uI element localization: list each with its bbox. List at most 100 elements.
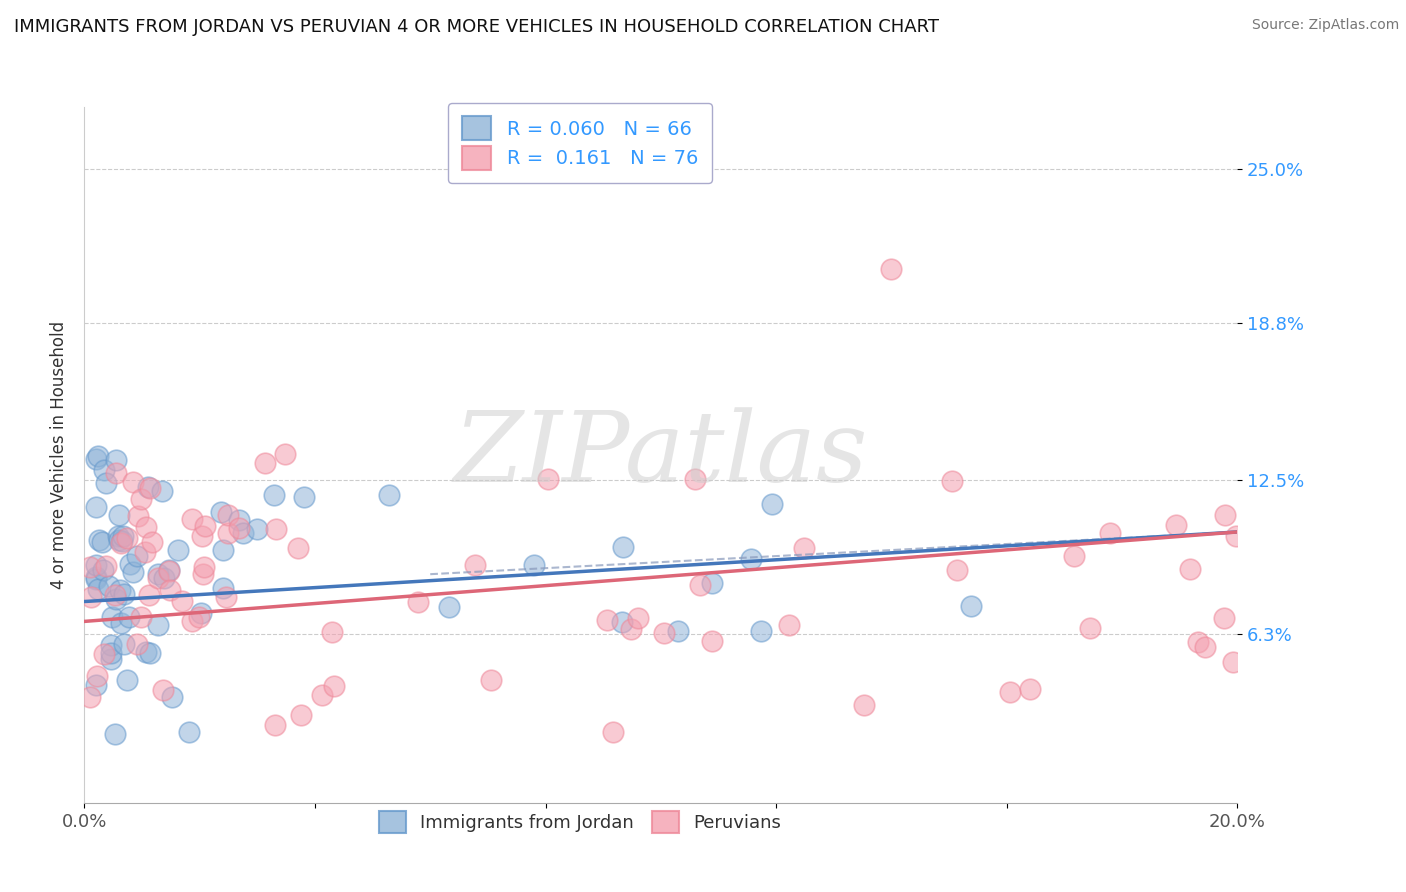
Point (93, 463, 115, 477)
Point (689, 577, 711, 591)
Point (751, 624, 773, 639)
Point (1019, 682, 1042, 697)
Point (1178, 562, 1201, 576)
Point (84, 451, 107, 466)
Point (209, 505, 232, 519)
Point (150, 483, 173, 498)
Point (100, 652, 122, 666)
Point (217, 525, 239, 540)
Point (93, 648, 115, 662)
Point (1225, 529, 1247, 543)
Point (1164, 518, 1187, 533)
Point (104, 727, 127, 741)
Point (152, 682, 174, 697)
Point (86, 668, 108, 682)
Point (84, 500, 107, 515)
Point (121, 475, 143, 490)
Point (135, 520, 157, 534)
Point (110, 536, 132, 550)
Point (141, 534, 163, 549)
Point (84, 569, 107, 583)
Point (100, 638, 122, 652)
Point (1213, 508, 1236, 523)
Point (129, 492, 152, 507)
Point (94, 476, 117, 491)
Point (114, 637, 136, 651)
Point (127, 549, 149, 564)
Point (602, 725, 624, 739)
Point (191, 529, 214, 543)
Point (274, 447, 297, 461)
Point (652, 626, 675, 640)
Point (778, 618, 800, 632)
Point (105, 591, 128, 606)
Point (86, 449, 108, 463)
Point (104, 467, 127, 481)
Point (683, 472, 706, 486)
Point (1213, 611, 1236, 625)
Point (157, 563, 180, 577)
Point (135, 645, 157, 659)
Point (180, 614, 202, 628)
Point (311, 689, 333, 703)
Point (167, 543, 190, 558)
Point (127, 509, 149, 524)
Point (287, 541, 309, 555)
Point (104, 588, 127, 602)
Point (112, 528, 135, 542)
Point (105, 452, 128, 467)
Point (793, 541, 815, 556)
Point (264, 718, 287, 732)
Point (101, 610, 124, 624)
Point (80, 590, 103, 604)
Point (117, 531, 139, 545)
Point (464, 558, 486, 572)
Point (852, 698, 875, 712)
Point (111, 533, 134, 548)
Point (153, 571, 176, 585)
Point (160, 690, 183, 705)
Point (228, 513, 250, 527)
Point (1063, 549, 1085, 563)
Point (118, 610, 141, 624)
Point (406, 595, 429, 609)
Point (179, 725, 201, 739)
Point (610, 615, 633, 629)
Point (138, 588, 160, 602)
Point (193, 566, 215, 581)
Point (148, 567, 170, 582)
Text: ZIPatlas: ZIPatlas (454, 408, 868, 502)
Point (946, 563, 969, 577)
Point (84, 678, 107, 692)
Point (321, 625, 343, 640)
Point (79, 690, 101, 705)
Point (148, 571, 170, 585)
Text: IMMIGRANTS FROM JORDAN VS PERUVIAN 4 OR MORE VEHICLES IN HOUSEHOLD CORRELATION C: IMMIGRANTS FROM JORDAN VS PERUVIAN 4 OR … (14, 18, 939, 36)
Point (188, 610, 211, 624)
Point (378, 487, 401, 501)
Point (91, 535, 114, 549)
Point (523, 558, 546, 572)
Point (120, 557, 142, 571)
Point (139, 646, 162, 660)
Point (98, 579, 121, 593)
Point (627, 611, 650, 625)
Point (108, 508, 131, 522)
Point (740, 552, 762, 566)
Point (134, 545, 156, 559)
Point (1222, 655, 1244, 669)
Point (998, 685, 1021, 699)
Point (108, 583, 131, 598)
Point (700, 576, 723, 591)
Point (172, 594, 194, 608)
Point (1187, 634, 1209, 648)
Point (231, 525, 253, 540)
Point (596, 613, 619, 627)
Point (138, 482, 160, 496)
Point (437, 600, 460, 615)
Point (146, 617, 169, 632)
Point (107, 529, 129, 543)
Point (159, 582, 181, 597)
Point (84, 558, 107, 572)
Point (620, 622, 643, 636)
